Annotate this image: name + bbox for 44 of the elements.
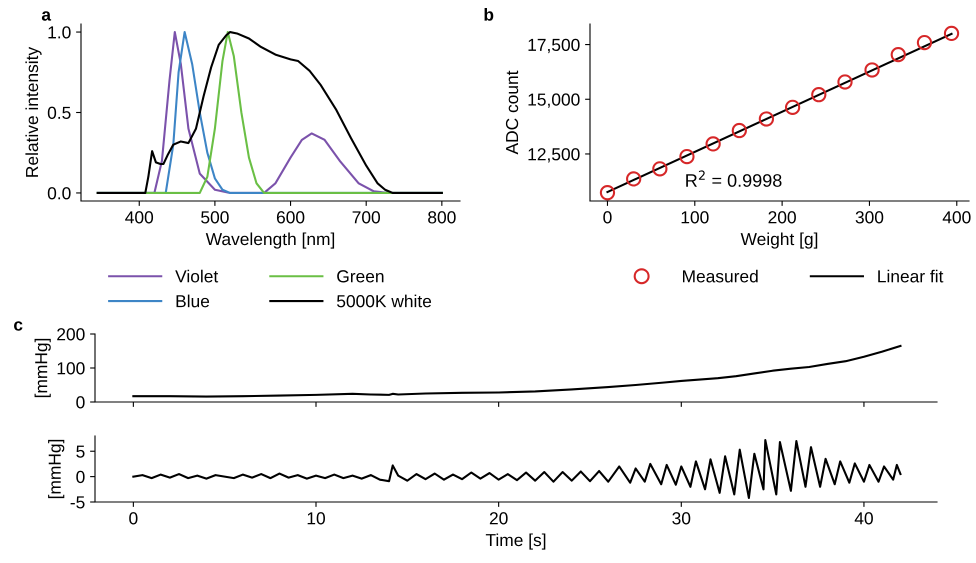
y-axis-title: ADC count	[506, 70, 518, 154]
x-tick-label: 400	[125, 211, 154, 224]
y-tick-label: 15,000	[528, 93, 580, 108]
x-tick-label: 10	[308, 512, 325, 524]
x-tick-label: 400	[942, 211, 971, 224]
x-tick-label: 700	[352, 211, 380, 224]
y-tick-label: 200	[57, 328, 85, 340]
x-axis-title: Weight [g]	[740, 232, 818, 249]
legend-label: Blue	[176, 294, 210, 308]
y-tick-label: 0	[76, 396, 85, 408]
x-tick-label: 100	[682, 211, 709, 224]
x-tick-label: 0	[129, 512, 138, 524]
y-axis-title: [mmHg]	[48, 440, 64, 498]
legend-label: Violet	[175, 270, 218, 282]
y-axis-title: Relative intensity	[25, 46, 42, 177]
y-tick-label: 12,500	[528, 148, 580, 162]
x-tick-label: 40	[854, 512, 873, 524]
x-tick-label: 20	[490, 512, 508, 524]
chart-title: b	[484, 8, 494, 21]
y-tick-label: 5	[76, 446, 85, 458]
y-tick-label: 17,500	[528, 38, 580, 54]
x-tick-label: 0	[603, 211, 612, 224]
x-tick-label: 200	[768, 211, 796, 224]
y-tick-label: 1.0	[48, 26, 71, 39]
y-axis-title: [mmHg]	[34, 338, 51, 398]
x-tick-label: 800	[428, 211, 456, 224]
y-tick-label: 0	[76, 470, 85, 484]
annotation: R$^{2}$ = 0.9998	[686, 170, 782, 187]
y-tick-label: 0.5	[48, 106, 71, 119]
legend-label: Linear fit	[878, 270, 944, 282]
y-tick-label: -5	[70, 496, 85, 508]
legend-label: Measured	[682, 270, 758, 282]
legend-label: 5000K white	[336, 294, 432, 308]
x-tick-label: 600	[276, 211, 304, 224]
x-tick-label: 300	[856, 211, 884, 224]
chart-title: c	[14, 321, 22, 331]
x-tick-label: 30	[672, 512, 690, 524]
legend-label: Green	[337, 270, 384, 282]
x-tick-label: 500	[201, 211, 229, 224]
y-tick-label: 0.0	[48, 187, 71, 200]
x-axis-title: Wavelength [nm]	[206, 232, 334, 249]
x-axis-title: Time [s]	[486, 533, 546, 550]
y-tick-label: 100	[58, 362, 85, 374]
chart-title: a	[42, 11, 52, 21]
